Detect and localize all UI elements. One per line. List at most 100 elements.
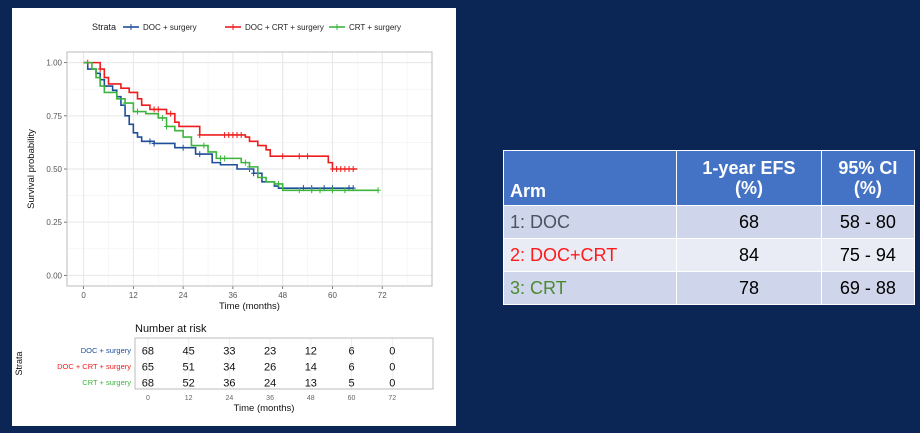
risk-table-title: Number at risk: [135, 323, 207, 335]
risk-count: 33: [223, 346, 235, 358]
header-efs: 1-year EFS (%): [676, 150, 822, 206]
censor-mark: [147, 138, 153, 145]
header-efs-line2: (%): [734, 178, 763, 198]
legend-label: DOC + CRT + surgery: [245, 23, 324, 32]
censor-mark: [164, 123, 170, 130]
risk-count: 36: [223, 378, 235, 390]
ci-cell: 69 - 88: [820, 271, 916, 305]
censor-mark: [135, 108, 141, 115]
efs-row: 1: DOC 68 58 - 80: [502, 205, 916, 239]
risk-count: 6: [348, 346, 354, 358]
x-tick-label: 36: [228, 291, 237, 300]
censor-mark: [159, 114, 165, 121]
censor-mark: [276, 180, 282, 187]
risk-count: 65: [142, 362, 154, 374]
censor-mark: [97, 66, 103, 73]
risk-row-label: DOC + surgery: [81, 346, 131, 355]
survival-curve-2: [83, 61, 379, 192]
risk-count: 24: [264, 378, 276, 390]
km-chart-panel: 0 12 24 36 48 60 72 0.00 0.25 0.50 0.75 1.00 Time (m…: [12, 8, 456, 426]
header-ci-line1: 95% CI: [838, 158, 898, 178]
survival-curve-1: [83, 61, 358, 170]
risk-count: 68: [142, 378, 154, 390]
y-tick-label: 0.50: [46, 165, 62, 174]
censor-mark: [375, 187, 381, 194]
censor-mark: [305, 153, 311, 160]
risk-x-tick-label: 24: [225, 395, 233, 402]
censor-mark: [222, 155, 228, 162]
x-axis-label: Time (months): [219, 301, 280, 312]
censor-mark: [197, 131, 203, 138]
legend-label: DOC + surgery: [143, 23, 197, 32]
censor-mark: [238, 131, 244, 138]
risk-x-tick-label: 60: [348, 395, 356, 402]
legend-censor-icon: [230, 24, 236, 30]
efs-table: Arm 1-year EFS (%) 95% CI (%) 1: DOC 68 58 -…: [502, 150, 916, 305]
risk-count: 52: [183, 378, 195, 390]
risk-count: 34: [223, 362, 235, 374]
risk-x-tick-label: 72: [388, 395, 396, 402]
censor-mark: [242, 159, 248, 166]
risk-count: 12: [305, 346, 317, 358]
x-tick-label: 60: [328, 291, 337, 300]
risk-row-label: DOC + CRT + surgery: [57, 362, 131, 371]
risk-count: 51: [183, 362, 195, 374]
risk-table-border: [134, 337, 434, 390]
efs-cell: 68: [676, 205, 822, 239]
censor-mark: [247, 163, 252, 170]
risk-count: 26: [264, 362, 276, 374]
censor-mark: [309, 187, 315, 194]
censor-mark: [197, 151, 203, 158]
arm-cell: 2: DOC+CRT: [502, 238, 678, 272]
risk-x-axis-label: Time (months): [234, 403, 295, 414]
censor-mark: [280, 153, 286, 160]
arm-cell: 3: CRT: [502, 271, 678, 305]
censor-mark: [122, 100, 128, 107]
y-tick-label: 0.75: [46, 112, 62, 121]
censor-mark: [296, 187, 302, 194]
risk-count: 0: [389, 378, 395, 390]
censor-mark: [329, 187, 335, 194]
risk-x-tick-label: 36: [266, 395, 274, 402]
censor-mark: [251, 170, 257, 177]
risk-count: 68: [142, 346, 154, 358]
censor-mark: [168, 110, 174, 117]
x-tick-label: 0: [81, 291, 86, 300]
efs-cell: 84: [676, 238, 822, 272]
censor-mark: [296, 153, 302, 160]
legend-title: Strata: [92, 22, 116, 32]
x-tick-label: 12: [129, 291, 138, 300]
censor-mark: [180, 144, 186, 151]
risk-count: 0: [389, 346, 395, 358]
risk-count: 45: [183, 346, 195, 358]
efs-cell: 78: [676, 271, 822, 305]
risk-x-tick-label: 0: [146, 395, 150, 402]
header-efs-line1: 1-year EFS: [702, 158, 796, 178]
header-ci-line2: (%): [853, 178, 882, 198]
risk-count: 13: [305, 378, 317, 390]
censor-mark: [151, 140, 157, 147]
x-tick-label: 24: [179, 291, 188, 300]
efs-row: 2: DOC+CRT 84 75 - 94: [502, 238, 916, 272]
header-arm: Arm: [502, 150, 678, 206]
risk-count: 6: [348, 362, 354, 374]
legend-censor-icon: [128, 24, 134, 30]
censor-mark: [342, 187, 348, 194]
risk-row-label: CRT + surgery: [82, 378, 131, 387]
legend-label: CRT + surgery: [349, 23, 401, 32]
x-tick-label: 72: [378, 291, 387, 300]
risk-x-tick-label: 48: [307, 395, 315, 402]
legend-censor-icon: [334, 24, 340, 30]
risk-count: 0: [389, 362, 395, 374]
y-tick-label: 1.00: [46, 59, 62, 68]
censor-mark: [317, 187, 323, 194]
risk-count: 23: [264, 346, 276, 358]
efs-row: 3: CRT 78 69 - 88: [502, 271, 916, 305]
censor-mark: [201, 142, 207, 149]
x-tick-label: 48: [278, 291, 287, 300]
risk-count: 5: [348, 378, 354, 390]
y-tick-label: 0.25: [46, 218, 62, 227]
y-axis-label: Survival probability: [26, 129, 37, 209]
header-ci: 95% CI (%): [820, 150, 916, 206]
